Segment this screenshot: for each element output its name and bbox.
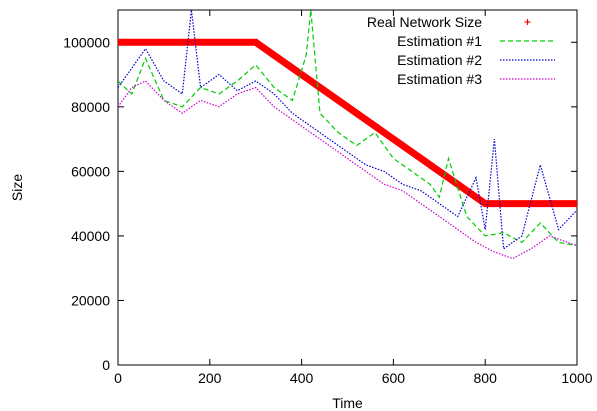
y-tick-label: 20000 xyxy=(71,292,110,308)
y-tick-label: 0 xyxy=(102,357,110,373)
legend-label-1: Real Network Size xyxy=(367,14,482,30)
y-axis-label: Size xyxy=(9,174,25,201)
data-point xyxy=(118,38,122,46)
series-line-3 xyxy=(118,80,577,260)
x-tick-label: 400 xyxy=(290,370,314,386)
y-tick-label: 40000 xyxy=(71,228,110,244)
legend-label-3: Estimation #2 xyxy=(397,52,482,68)
y-tick-label: 100000 xyxy=(63,34,110,50)
plot-frame xyxy=(117,9,578,366)
x-tick-label: 600 xyxy=(382,370,406,386)
series-line-1 xyxy=(118,10,577,247)
data-point xyxy=(252,38,260,46)
legend-label-4: Estimation #3 xyxy=(397,71,482,87)
series-1 xyxy=(118,38,577,208)
y-tick-label: 60000 xyxy=(71,163,110,179)
series-4 xyxy=(118,80,577,260)
y-tick-label: 80000 xyxy=(71,99,110,115)
x-axis-label: Time xyxy=(332,395,363,411)
data-point xyxy=(481,200,489,208)
x-tick-label: 1000 xyxy=(561,370,592,386)
x-tick-label: 800 xyxy=(474,370,498,386)
series-line-real-network-size xyxy=(118,38,577,208)
x-tick-label: 200 xyxy=(198,370,222,386)
x-tick-label: 0 xyxy=(114,370,122,386)
series-line-2 xyxy=(118,10,577,250)
legend-label-2: Estimation #1 xyxy=(397,33,482,49)
series-3 xyxy=(118,10,577,250)
series-2 xyxy=(118,10,577,247)
data-point xyxy=(573,200,577,208)
